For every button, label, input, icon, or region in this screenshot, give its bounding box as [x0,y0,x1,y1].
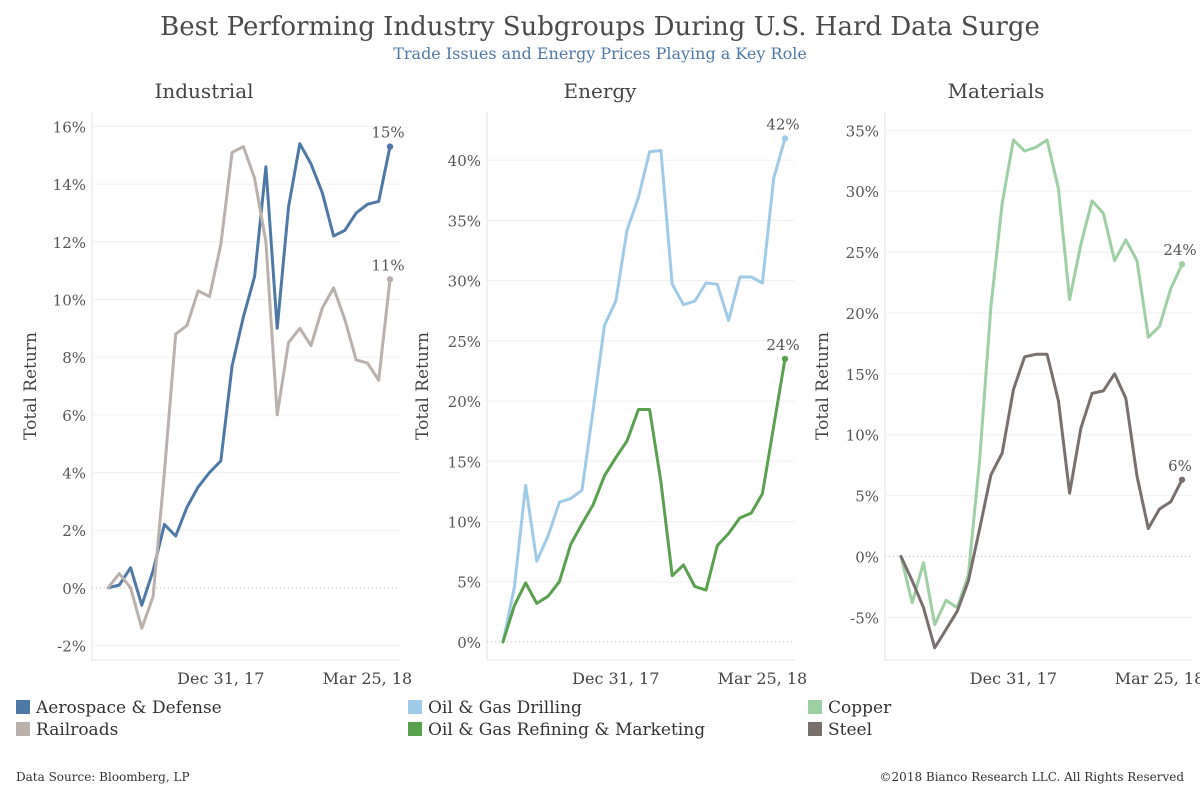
y-tick-label: 5% [855,488,879,506]
y-tick-label: 8% [62,349,86,367]
y-tick-label: 0% [457,634,481,652]
y-tick-label: 0% [855,548,879,566]
y-tick-label: 15% [846,366,879,384]
page-title: Best Performing Industry Subgroups Durin… [160,12,1040,42]
data-label-railroads: 11% [371,256,404,274]
legend-label: Steel [828,720,873,740]
y-tick-label: 20% [846,305,879,323]
legend-label: Aerospace & Defense [36,698,222,718]
series-end-point-aerospace-defense [386,143,394,150]
series-end-point-steel [1178,476,1186,483]
page-subtitle: Trade Issues and Energy Prices Playing a… [393,44,807,63]
panel-title-industrial: Industrial [154,79,253,103]
data-source: Data Source: Bloomberg, LP [16,770,190,784]
y-tick-label: 14% [53,176,86,194]
legend-label: Oil & Gas Refining & Marketing [428,720,706,740]
y-tick-label: 20% [448,393,481,411]
y-tick-label: -5% [850,609,879,627]
data-label-aerospace-defense: 15% [371,124,404,142]
legend-label: Oil & Gas Drilling [428,698,582,718]
y-tick-label: 0% [62,580,86,598]
panel-title-materials: Materials [948,79,1045,103]
legend-label: Railroads [36,720,119,740]
series-line-oil-gas-drilling [501,137,787,644]
y-tick-label: 6% [62,407,86,425]
y-tick-label: 30% [846,183,879,201]
legend-item-steel: Steel [808,720,872,740]
y-tick-label: 35% [846,122,879,140]
series-end-point-oil-gas-refining-marketing [781,355,789,363]
series-line-railroads [106,145,392,630]
data-label-oil-gas-refining-marketing: 24% [766,336,799,354]
y-tick-label: 16% [53,118,86,136]
legend-item-aerospace-defense: Aerospace & Defense [16,698,222,718]
y-axis-label: Total Return [413,332,433,440]
x-tick-label: Mar 25, 18 [323,669,413,688]
x-tick-label: Dec 31, 17 [572,669,659,688]
y-tick-label: 10% [448,513,481,531]
y-tick-label: 12% [53,234,86,252]
series-line-steel [899,352,1184,650]
y-tick-label: 40% [448,152,481,170]
legend-swatch [808,722,822,736]
legend-item-oil-gas-refining-marketing: Oil & Gas Refining & Marketing [408,720,705,740]
data-label-steel: 6% [1168,457,1192,475]
data-label-oil-gas-drilling: 42% [766,115,799,133]
y-tick-label: 2% [62,522,86,540]
legend-swatch [808,700,822,714]
y-tick-label: 25% [448,333,481,351]
y-axis-label: Total Return [813,332,833,440]
series-line-copper [899,138,1184,627]
x-tick-label: Mar 25, 18 [1115,669,1200,688]
series-end-point-railroads [386,276,394,283]
y-tick-label: 30% [448,273,481,291]
legend-label: Copper [828,698,892,718]
y-tick-label: 4% [62,465,86,483]
y-tick-label: 5% [457,574,481,592]
legend-swatch [16,722,30,736]
legend-swatch [408,700,422,714]
y-tick-label: 10% [53,291,86,309]
y-tick-label: 25% [846,244,879,262]
y-tick-label: 10% [846,427,879,445]
series-line-aerospace-defense [106,142,392,607]
data-label-copper: 24% [1163,241,1196,259]
series-end-point-copper [1178,261,1186,268]
y-tick-label: 15% [448,453,481,471]
x-tick-label: Dec 31, 17 [970,669,1057,688]
y-tick-label: -2% [57,638,86,656]
series-end-point-oil-gas-drilling [781,135,789,142]
legend-swatch [16,700,30,714]
legend-item-railroads: Railroads [16,720,118,740]
legend-swatch [408,722,422,736]
copyright: ©2018 Bianco Research LLC. All Rights Re… [879,770,1184,784]
y-axis-label: Total Return [21,332,41,440]
legend-item-oil-gas-drilling: Oil & Gas Drilling [408,698,582,718]
x-tick-label: Dec 31, 17 [177,669,264,688]
series-line-oil-gas-refining-marketing [501,357,787,644]
legend-item-copper: Copper [808,698,891,718]
panel-title-energy: Energy [564,79,638,103]
x-tick-label: Mar 25, 18 [718,669,808,688]
y-tick-label: 35% [448,212,481,230]
